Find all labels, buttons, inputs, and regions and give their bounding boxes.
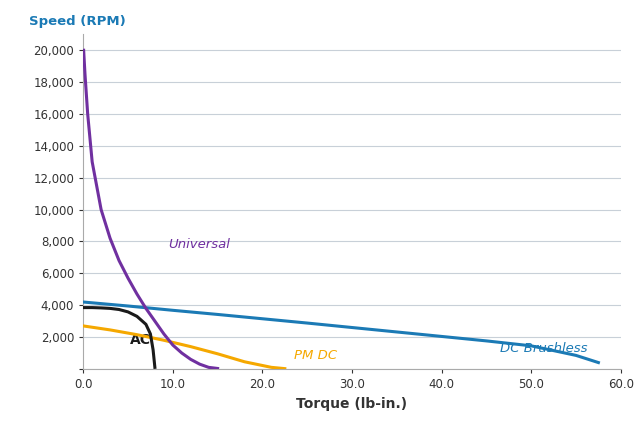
- Text: Speed (RPM): Speed (RPM): [29, 15, 126, 27]
- Text: Universal: Universal: [168, 238, 230, 251]
- Text: AC: AC: [130, 332, 151, 347]
- Text: PM DC: PM DC: [294, 349, 337, 362]
- Text: DC Brushless: DC Brushless: [500, 341, 588, 355]
- X-axis label: Torque (lb-in.): Torque (lb-in.): [296, 396, 408, 411]
